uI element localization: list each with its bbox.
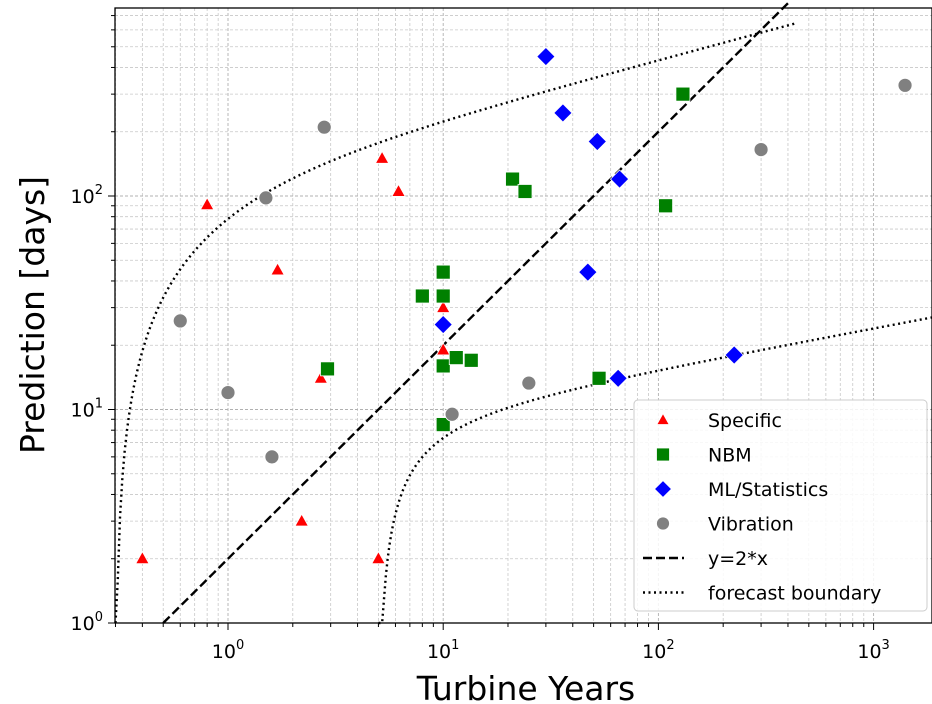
point-nbm [448,350,464,366]
legend-label-y-2-x: y=2*x [708,548,768,570]
point-ml-statistics [536,46,556,67]
series-ml-statistics [433,46,744,388]
legend-item-ml-statistics: ML/Statistics [653,479,828,501]
point-nbm [591,370,607,386]
point-nbm [658,198,673,214]
legend-swatch-nbm [656,447,670,462]
point-nbm [463,352,479,368]
y-tick-label: 101 [71,397,103,422]
legend-label-ml-statistics: ML/Statistics [708,479,828,501]
x-axis-label: Turbine Years [416,669,636,704]
point-specific [435,299,451,313]
point-nbm [435,288,451,304]
point-ml-statistics [433,314,453,335]
point-vibration [220,385,236,400]
y-tick-label: 102 [71,183,103,208]
point-nbm [675,86,691,102]
point-nbm [435,417,451,432]
point-specific [435,342,451,356]
point-specific [313,370,329,384]
forecast-boundary-upper [114,22,796,624]
point-ml-statistics [609,169,630,189]
x-tick-label: 100 [212,638,244,663]
series-vibration [172,77,913,465]
point-ml-statistics [608,368,628,388]
y-axis-label: Prediction [days] [13,176,52,454]
point-vibration [521,375,537,391]
legend-item-specific: Specific [656,410,782,432]
point-specific [391,183,406,197]
legend-label-specific: Specific [708,410,782,432]
point-specific [374,150,390,164]
point-specific [294,513,310,527]
legend-box [633,399,928,612]
y-tick-label: 100 [71,610,103,635]
legend-label-forecast-boundary: forecast boundary [708,583,881,605]
axes [108,7,932,630]
legend-swatch-ml-statistics [653,479,673,499]
reference-lines [114,2,932,625]
point-nbm [517,184,533,199]
legend-label-vibration: Vibration [708,514,794,536]
point-vibration [172,313,188,329]
point-nbm [414,288,430,304]
series-nbm [320,86,691,432]
point-ml-statistics [587,131,607,152]
x-tick-label: 102 [642,638,674,663]
point-specific [270,262,285,276]
point-specific [371,550,386,565]
point-ml-statistics [724,345,744,365]
point-nbm [505,171,520,187]
point-specific [135,550,150,565]
legend-swatch-vibration [656,516,670,531]
legend-item-vibration: Vibration [656,514,794,536]
point-nbm [320,361,335,377]
legend-swatch-specific [656,412,670,425]
data-points [135,46,913,565]
forecast-boundary-lower [378,316,932,625]
point-nbm [435,358,451,374]
point-nbm [435,264,451,280]
x-tick-label: 103 [857,638,889,663]
point-vibration [897,77,913,93]
x-tick-label: 101 [427,638,459,663]
point-vibration [316,119,332,135]
line-y-equals-2x [162,2,789,624]
point-specific [199,196,215,211]
point-vibration [444,406,460,422]
point-vibration [753,142,769,157]
series-specific [135,150,451,565]
legend-item-forecast-boundary: forecast boundary [643,583,881,605]
point-vibration [258,190,274,206]
point-ml-statistics [578,262,598,282]
legend-item-y-2-x: y=2*x [643,548,768,570]
plot-frame [114,7,932,624]
legend-label-nbm: NBM [708,445,752,467]
legend-item-nbm: NBM [656,445,752,467]
legend: Specific NBM ML/Statistics Vibration y=2*x fo… [633,399,928,612]
point-vibration [264,449,280,465]
point-ml-statistics [553,103,573,123]
